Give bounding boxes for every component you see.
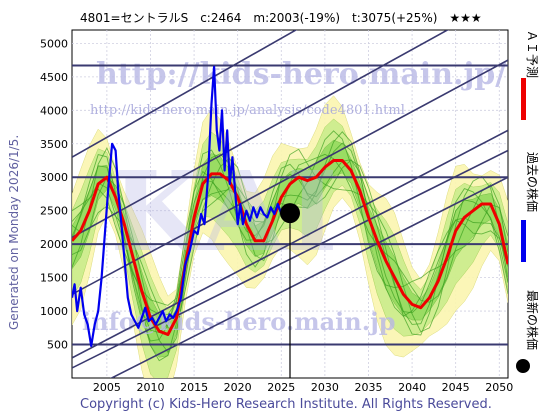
series-line-past-price (72, 65, 286, 347)
x-tick-label: 2040 (398, 381, 426, 394)
y-tick-label: 4000 (40, 104, 68, 117)
legend-label-latest: 最新の株価 (525, 290, 540, 350)
legend-swatch-past (521, 220, 526, 262)
x-axis-ticks: 2005 2010 2015 2020 2025 2030 2035 2040 2045 2050 (93, 381, 513, 394)
legend-swatch-ai (521, 78, 526, 120)
scenario-line (72, 154, 508, 342)
trend-line (72, 30, 450, 239)
y-tick-label: 1000 (40, 305, 68, 318)
legend-swatch-latest (516, 359, 530, 373)
y-tick-label: 4500 (40, 71, 68, 84)
y-tick-label: 2000 (40, 238, 68, 251)
generated-note: Generated on Monday 2026/1/5. (7, 135, 21, 330)
trend-line (72, 30, 298, 158)
forecast-band-inner (72, 139, 508, 358)
watermark-email: info@kids-hero.main.jp (82, 307, 396, 336)
x-tick-label: 2015 (180, 381, 208, 394)
x-tick-label: 2025 (267, 381, 295, 394)
y-tick-label: 1500 (40, 272, 68, 285)
chart-title: 4801=セントラルS c:2464 m:2003(-19%) t:3075(+… (80, 11, 482, 25)
legend-label-ai: ＡＩ予測 (525, 30, 539, 78)
legend-label-past: 過去の株価 (525, 152, 540, 212)
x-tick-label: 2005 (93, 381, 121, 394)
x-tick-label: 2035 (354, 381, 382, 394)
trend-line (72, 59, 508, 296)
y-tick-label: 3500 (40, 138, 68, 151)
x-tick-label: 2030 (311, 381, 339, 394)
y-tick-label: 5000 (40, 37, 68, 50)
current-price-marker (280, 203, 300, 224)
x-tick-label: 2010 (136, 381, 164, 394)
copyright: Copyright (c) Kids-Hero Research Institu… (80, 397, 492, 412)
y-tick-label: 500 (47, 339, 68, 352)
series-line-ai-forecast (72, 159, 508, 336)
legend: ＡＩ予測 過去の株価 最新の株価 (516, 30, 540, 373)
y-tick-label: 2500 (40, 205, 68, 218)
x-tick-label: 2020 (224, 381, 252, 394)
x-tick-label: 2050 (485, 381, 513, 394)
y-axis-ticks: 500 1000 1500 2000 2500 3000 3500 4000 4500 5000 (40, 37, 68, 351)
y-tick-label: 3000 (40, 171, 68, 184)
watermark-analysis-url: http://kids-hero.main.jp/analysis/code48… (90, 103, 405, 118)
x-tick-label: 2045 (442, 381, 470, 394)
watermark-url: http://kids-hero.main.jp/ (96, 57, 506, 92)
